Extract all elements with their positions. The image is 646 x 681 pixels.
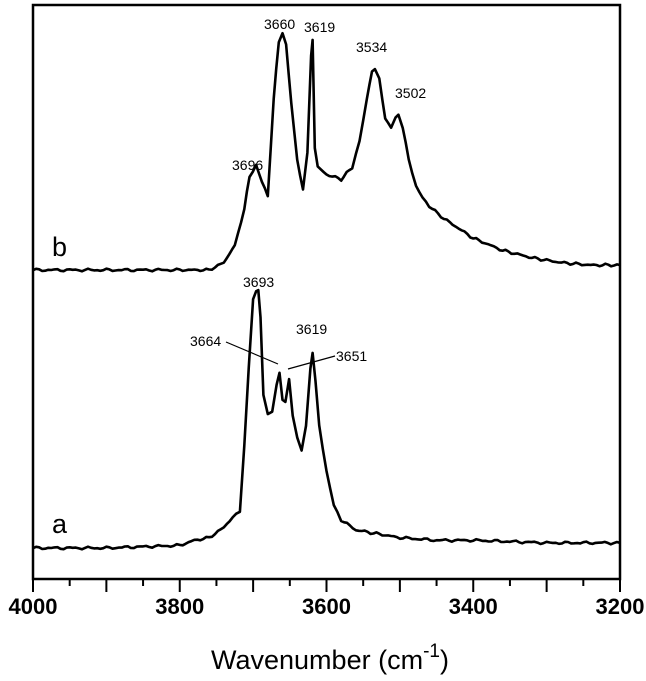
x-axis-ticks [32,579,621,592]
x-tick-label: 3400 [449,594,498,619]
x-axis-title: Wavenumber (cm-1) [211,641,449,675]
spectrum-curve-b [32,31,621,273]
series-label-a: a [52,509,68,539]
x-axis-tick-labels: 4000 3800 3600 3400 3200 [9,594,645,619]
peak-label: 3696 [232,157,263,173]
plot-frame [31,3,622,581]
spectrum-curve-a [32,288,621,551]
peak-label: 3619 [304,19,335,35]
series-label-b: b [52,232,67,262]
x-tick-label: 3800 [155,594,204,619]
peak-label: 3664 [190,333,221,349]
x-tick-label: 4000 [9,594,58,619]
leader-line-3664 [225,341,279,365]
peak-label: 3651 [336,348,367,364]
x-tick-label: 3200 [596,594,645,619]
peak-label: 3534 [356,39,387,55]
peak-label: 3619 [296,321,327,337]
leader-line-3651 [287,355,336,370]
x-tick-label: 3600 [302,594,351,619]
peak-label: 3660 [264,16,295,32]
peak-label: 3502 [395,85,426,101]
peak-label: 3693 [243,274,274,290]
